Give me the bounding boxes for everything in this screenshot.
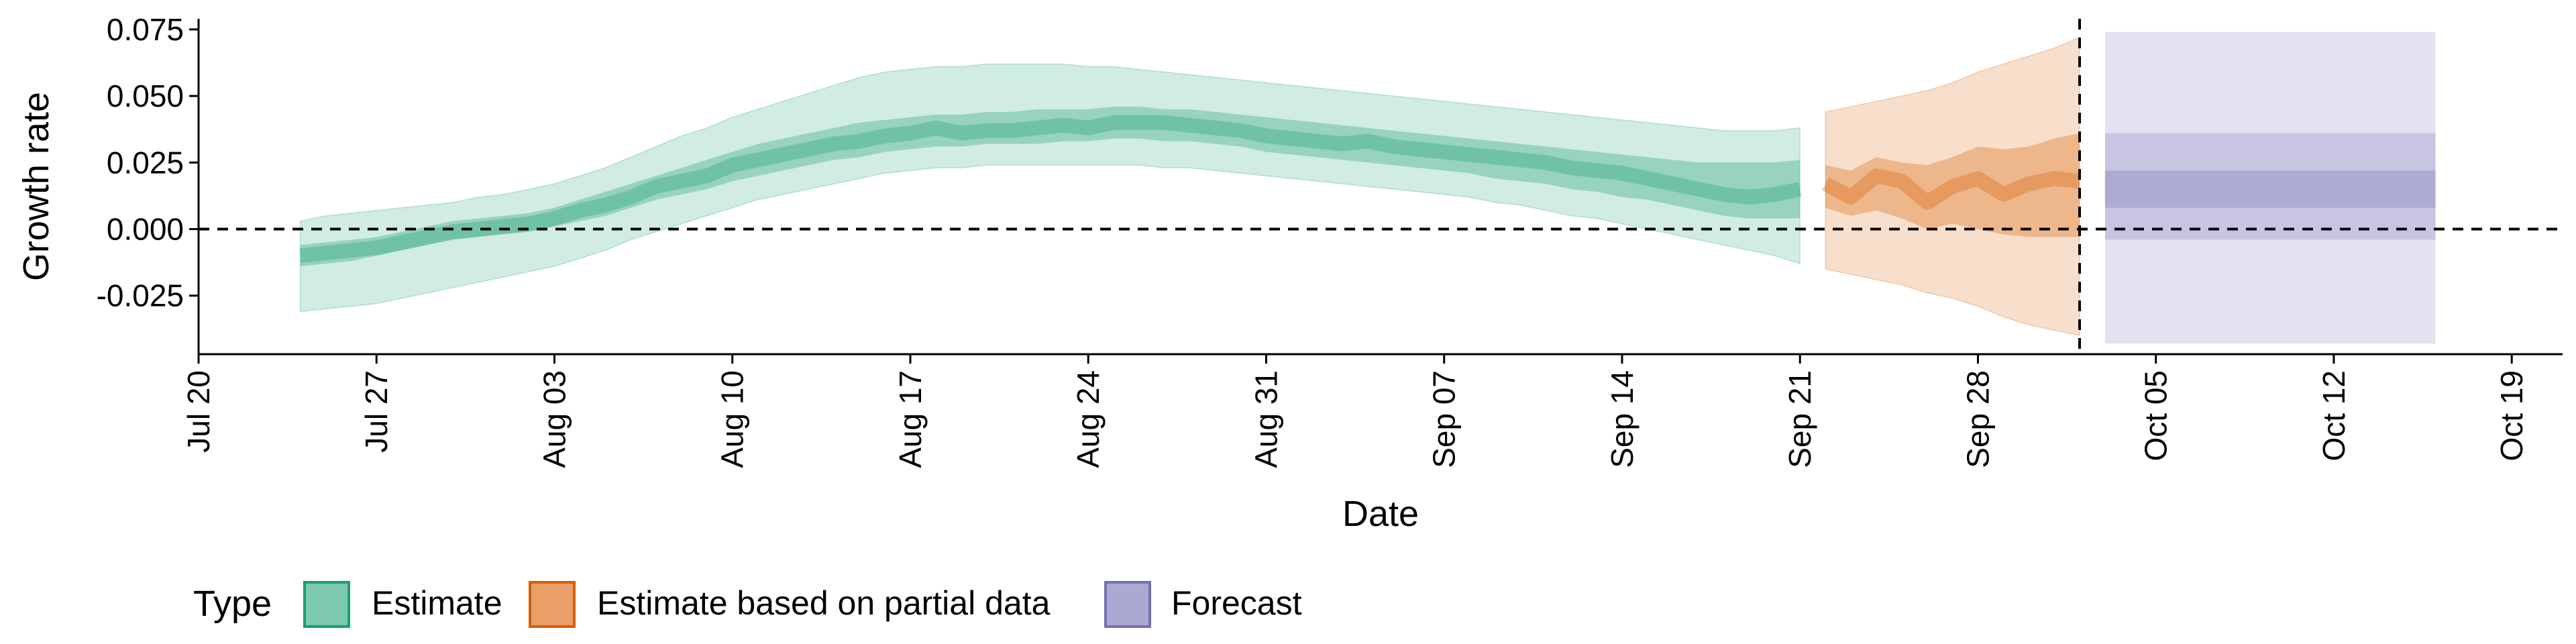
x-tick-label: Sep 21	[1782, 370, 1817, 468]
legend-key-partial-estimate	[529, 581, 576, 628]
y-tick-label: 0.075	[107, 12, 184, 47]
legend: Type Estimate Estimate based on partial d…	[193, 581, 1302, 628]
estimate-median-line	[299, 115, 1802, 264]
legend-label: Forecast	[1171, 584, 1302, 622]
legend-label: Estimate	[372, 584, 502, 622]
x-axis-ticks: Jul 20 Jul 27 Aug 03 Aug 10 Aug 17 Aug 24 Aug …	[181, 354, 2529, 468]
legend-key-forecast	[1104, 581, 1151, 628]
x-tick-label: Aug 10	[715, 370, 750, 468]
x-tick-label: Jul 20	[181, 370, 216, 453]
estimate-band-50	[300, 107, 1801, 266]
plot-area	[199, 19, 2563, 354]
x-tick-label: Aug 17	[893, 370, 928, 468]
y-tick-label: 0.050	[107, 78, 184, 113]
partial-estimate-median-line	[1821, 168, 2081, 210]
partial-estimate-band-90	[1825, 36, 2080, 337]
x-tick-label: Jul 27	[359, 370, 394, 453]
y-axis-ticks: 0.075 0.050 0.025 0.000 -0.025	[97, 12, 199, 313]
legend-key-estimate	[303, 581, 350, 628]
y-tick-label: 0.000	[107, 211, 184, 246]
x-tick-label: Aug 03	[537, 370, 572, 468]
legend-title: Type	[193, 584, 272, 624]
legend-items: Estimate Estimate based on partial data Fo…	[303, 581, 1302, 628]
forecast-band-60	[2104, 133, 2436, 240]
partial-estimate-band-50	[1825, 133, 2080, 237]
x-tick-label: Aug 24	[1071, 370, 1106, 468]
y-axis-title: Growth rate	[16, 92, 56, 281]
x-axis-title: Date	[1342, 494, 1419, 534]
y-tick-label: -0.025	[97, 278, 184, 313]
interval-bands	[299, 32, 2436, 344]
estimate-band-90	[299, 63, 1801, 313]
x-tick-label: Sep 28	[1960, 370, 1995, 468]
x-tick-label: Oct 19	[2494, 370, 2529, 462]
forecast-band-90	[2104, 32, 2436, 344]
x-tick-label: Oct 05	[2139, 370, 2174, 462]
axes: Jul 20 Jul 27 Aug 03 Aug 10 Aug 17 Aug 24 Aug …	[16, 12, 2563, 534]
forecast-band-30	[2104, 170, 2436, 208]
x-tick-label: Sep 07	[1427, 370, 1462, 468]
legend-label: Estimate based on partial data	[597, 584, 1051, 622]
x-tick-label: Oct 12	[2316, 370, 2351, 462]
y-tick-label: 0.025	[107, 145, 184, 180]
x-tick-label: Sep 14	[1605, 370, 1640, 468]
x-tick-label: Aug 31	[1248, 370, 1283, 468]
median-lines	[299, 115, 2081, 264]
